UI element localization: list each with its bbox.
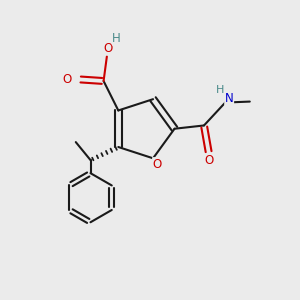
Text: H: H: [216, 85, 224, 95]
Text: O: O: [104, 42, 113, 55]
Text: H: H: [112, 32, 121, 45]
Text: O: O: [153, 158, 162, 171]
Text: O: O: [63, 73, 72, 86]
Text: N: N: [225, 92, 233, 105]
Text: O: O: [204, 154, 214, 167]
